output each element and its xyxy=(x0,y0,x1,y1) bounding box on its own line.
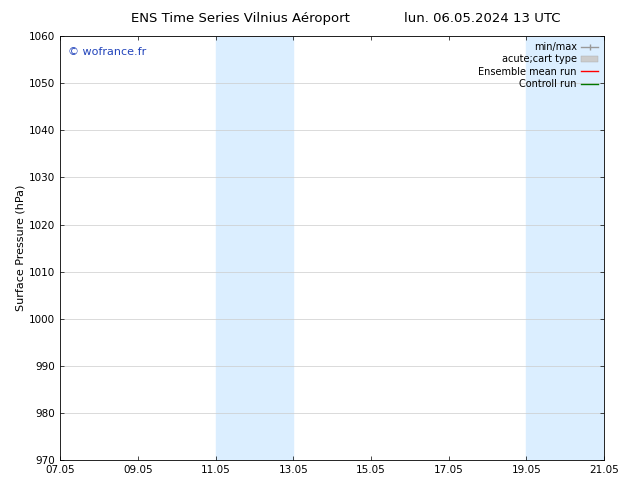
Bar xyxy=(216,36,294,460)
Y-axis label: Surface Pressure (hPa): Surface Pressure (hPa) xyxy=(15,185,25,311)
Legend: min/max, acute;cart type, Ensemble mean run, Controll run: min/max, acute;cart type, Ensemble mean … xyxy=(474,38,602,93)
Bar xyxy=(526,36,604,460)
Text: ENS Time Series Vilnius Aéroport: ENS Time Series Vilnius Aéroport xyxy=(131,12,351,25)
Text: lun. 06.05.2024 13 UTC: lun. 06.05.2024 13 UTC xyxy=(404,12,560,25)
Text: © wofrance.fr: © wofrance.fr xyxy=(68,47,146,57)
